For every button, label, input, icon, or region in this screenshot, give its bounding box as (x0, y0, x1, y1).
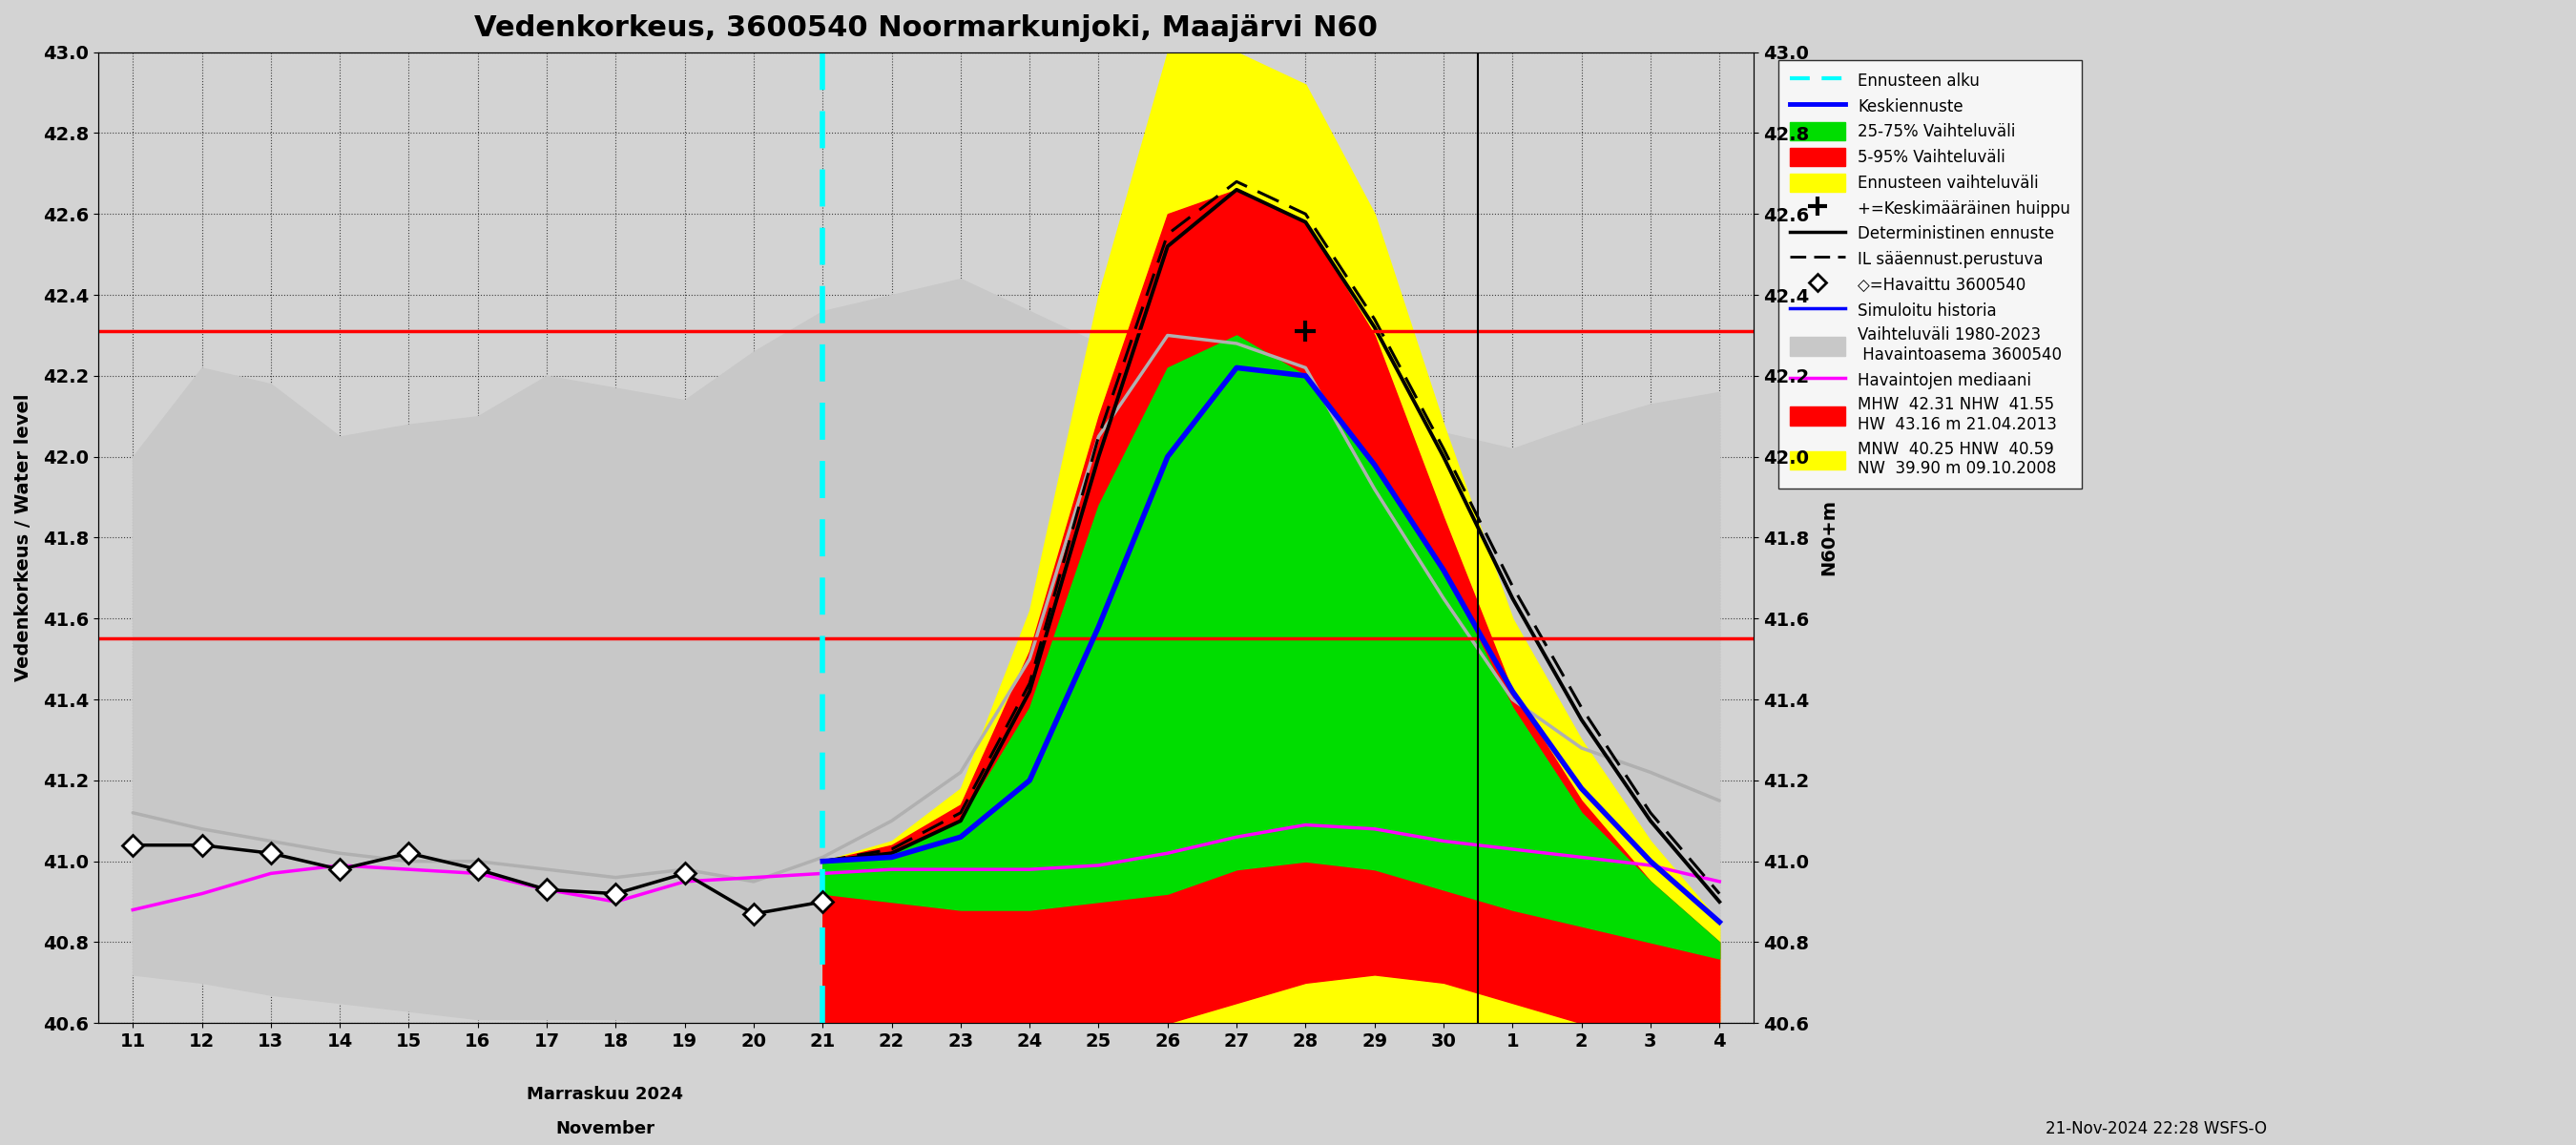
Text: November: November (556, 1120, 654, 1137)
Title: Vedenkorkeus, 3600540 Noormarkunjoki, Maajärvi N60: Vedenkorkeus, 3600540 Noormarkunjoki, Ma… (474, 14, 1378, 42)
Y-axis label: N60+m: N60+m (1819, 499, 1839, 576)
Text: Marraskuu 2024: Marraskuu 2024 (528, 1085, 683, 1103)
Y-axis label: Vedenkorkeus / Water level: Vedenkorkeus / Water level (15, 394, 33, 681)
Text: 21-Nov-2024 22:28 WSFS-O: 21-Nov-2024 22:28 WSFS-O (2045, 1120, 2267, 1137)
Legend: Ennusteen alku, Keskiennuste, 25-75% Vaihteluväli, 5-95% Vaihteluväli, Ennusteen: Ennusteen alku, Keskiennuste, 25-75% Vai… (1777, 60, 2081, 489)
